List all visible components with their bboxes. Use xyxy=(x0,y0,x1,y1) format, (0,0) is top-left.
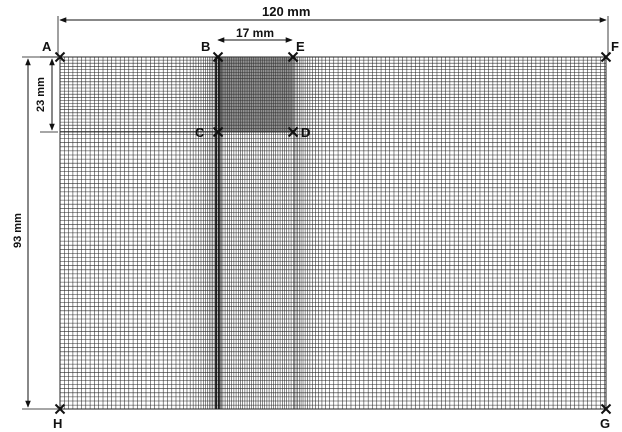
point-a-label: A xyxy=(42,39,52,54)
point-g-label: G xyxy=(600,416,610,431)
width-dimension-label: 120 mm xyxy=(262,4,310,19)
point-h-label: H xyxy=(53,416,62,431)
height-dimension-label: 93 mm xyxy=(12,213,24,248)
refined-top-block xyxy=(218,57,293,132)
point-f-label: F xyxy=(611,39,619,54)
top-width-dimension: 17 mm xyxy=(218,26,292,40)
point-d-label: D xyxy=(301,125,310,140)
point-c-label: C xyxy=(195,125,205,140)
top-width-dimension-label: 17 mm xyxy=(236,26,274,40)
width-dimension: 120 mm xyxy=(58,4,608,54)
top-depth-dimension-label: 23 mm xyxy=(35,77,47,112)
point-b-label: B xyxy=(201,39,210,54)
top-depth-dimension: 23 mm xyxy=(35,57,58,132)
point-e-label: E xyxy=(296,39,305,54)
